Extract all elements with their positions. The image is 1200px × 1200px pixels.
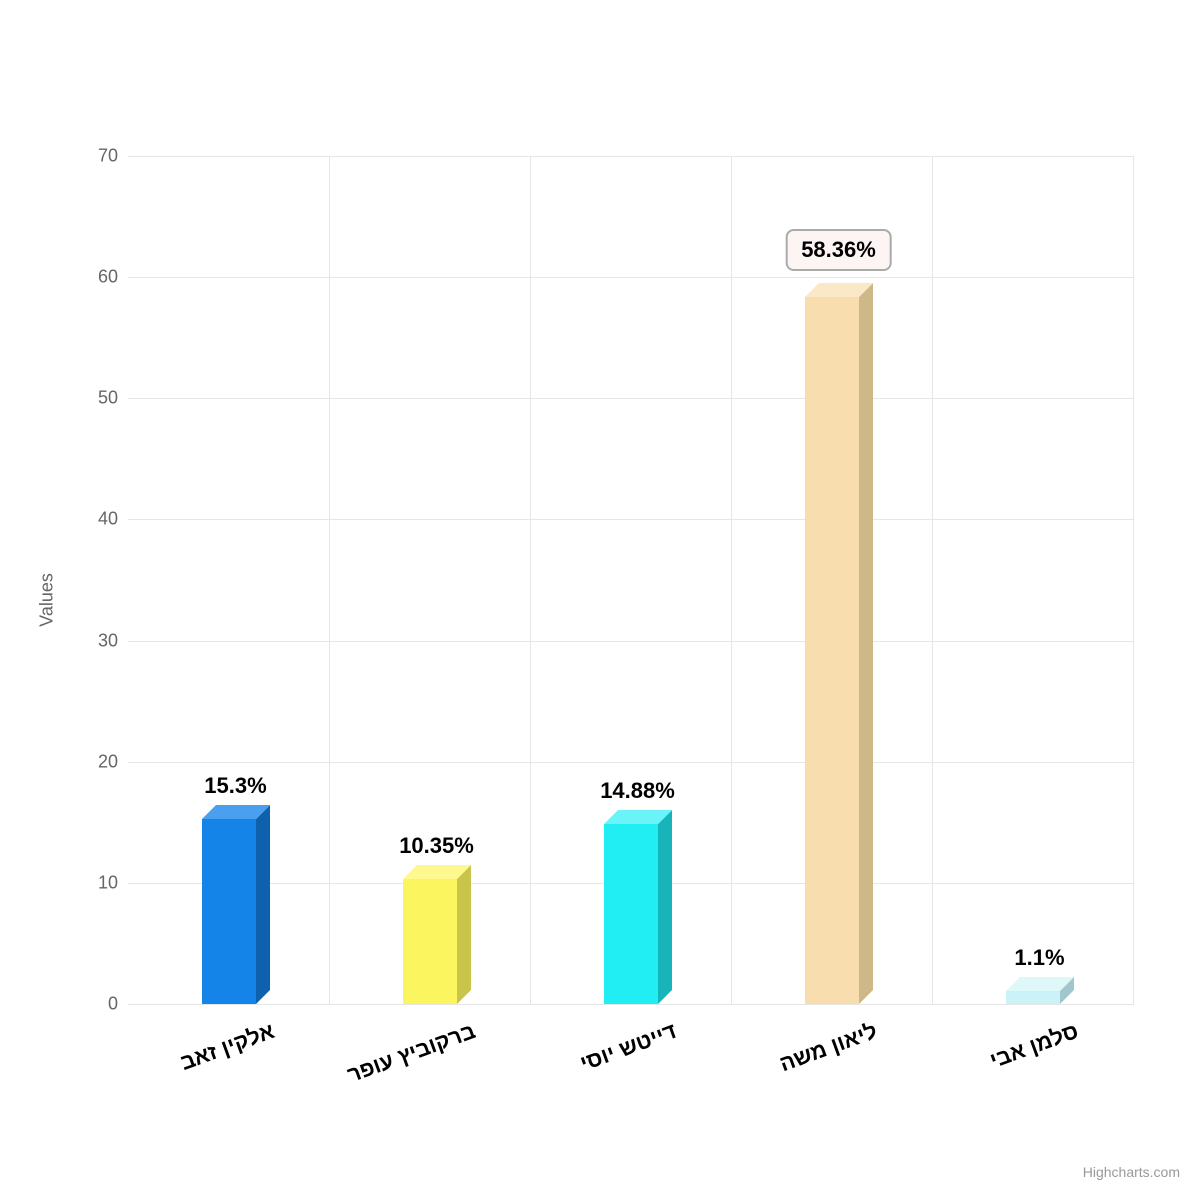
data-label: 14.88% — [600, 778, 675, 804]
bar[interactable] — [202, 819, 256, 1004]
plot-area: 15.3% 10.35% 14.88% 58.36% 1.1% — [128, 156, 1134, 1005]
gridline-vertical — [530, 156, 531, 1004]
data-label: 10.35% — [399, 833, 474, 859]
gridline-horizontal — [128, 762, 1133, 763]
y-tick-label: 20 — [78, 751, 118, 772]
y-tick-label: 30 — [78, 630, 118, 651]
bar[interactable] — [1006, 991, 1060, 1004]
gridline-horizontal — [128, 398, 1133, 399]
y-tick-label: 70 — [78, 146, 118, 167]
gridline-horizontal — [128, 641, 1133, 642]
data-label: 1.1% — [1014, 945, 1064, 971]
y-tick-label: 60 — [78, 267, 118, 288]
bar[interactable] — [805, 297, 859, 1004]
y-axis-label: Values — [36, 573, 57, 627]
gridline-vertical — [731, 156, 732, 1004]
bar[interactable] — [604, 824, 658, 1004]
bar-chart: Values 0 10 20 30 40 50 60 70 15.3% 10.35% 14.88%… — [0, 0, 1200, 1200]
gridline-horizontal — [128, 277, 1133, 278]
x-tick-label: ליאון משה — [684, 1018, 881, 1111]
data-label-highlighted: 58.36% — [785, 229, 892, 271]
bar[interactable] — [403, 879, 457, 1004]
gridline-horizontal — [128, 156, 1133, 157]
credits-link[interactable]: Highcharts.com — [1083, 1164, 1180, 1180]
x-tick-label: דייטש יוסי — [483, 1018, 680, 1111]
gridline-vertical — [932, 156, 933, 1004]
x-tick-label: סלמן אבי — [885, 1018, 1082, 1111]
y-tick-label: 10 — [78, 872, 118, 893]
y-tick-label: 0 — [78, 994, 118, 1015]
gridline-vertical — [329, 156, 330, 1004]
y-tick-label: 50 — [78, 388, 118, 409]
x-tick-label: אלקין זאב — [81, 1018, 278, 1111]
x-tick-label: ברקוביץ עופר — [282, 1018, 479, 1111]
gridline-horizontal — [128, 1004, 1133, 1005]
data-label: 15.3% — [204, 773, 266, 799]
y-tick-label: 40 — [78, 509, 118, 530]
gridline-horizontal — [128, 519, 1133, 520]
